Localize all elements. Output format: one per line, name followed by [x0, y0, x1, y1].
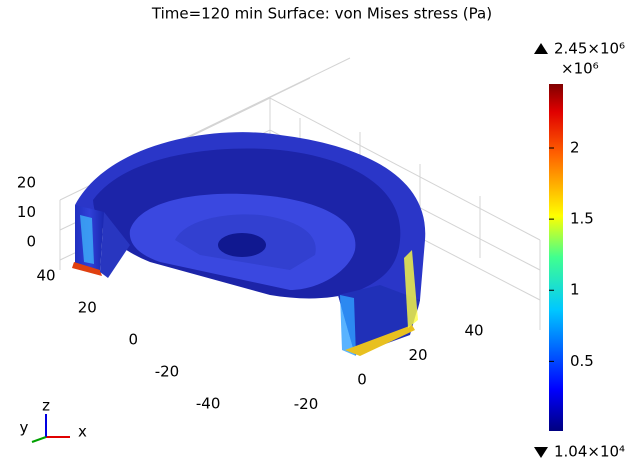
min-marker — [534, 447, 548, 458]
x-tick-label: 20 — [408, 346, 427, 364]
colorbar-tick-label: 2 — [570, 139, 580, 157]
colorbar-tick-label: 1.5 — [570, 210, 594, 228]
axis-triad: x z y — [20, 397, 87, 443]
triad-y-label: y — [20, 419, 29, 437]
y-tick-label: -40 — [196, 395, 221, 413]
colorbar-unit-label: ×10⁶ — [561, 60, 599, 78]
chart-title: Time=120 min Surface: von Mises stress (… — [151, 5, 492, 23]
triad-z-label: z — [42, 397, 50, 415]
colorbar-max-label: 2.45×10⁶ — [554, 40, 625, 58]
max-marker — [534, 43, 548, 54]
x-tick-label: -20 — [294, 395, 319, 413]
y-tick-label: -20 — [155, 363, 180, 381]
triad-x-label: x — [78, 423, 87, 441]
z-tick-label: 20 — [17, 174, 36, 192]
y-tick-label: 0 — [128, 331, 138, 349]
colorbar-tick-label: 0.5 — [570, 352, 594, 370]
colorbar-min-label: 1.04×10⁴ — [554, 443, 625, 461]
model — [72, 132, 426, 356]
y-tick-label: 40 — [37, 267, 56, 285]
z-tick-label: 0 — [26, 233, 36, 251]
colorbar-tick-label: 1 — [570, 281, 580, 299]
y-tick-label: 20 — [78, 299, 97, 317]
colorbar — [549, 84, 563, 431]
z-tick-label: 10 — [17, 203, 36, 221]
x-tick-label: 40 — [464, 321, 483, 339]
x-tick-label: 0 — [357, 371, 367, 389]
